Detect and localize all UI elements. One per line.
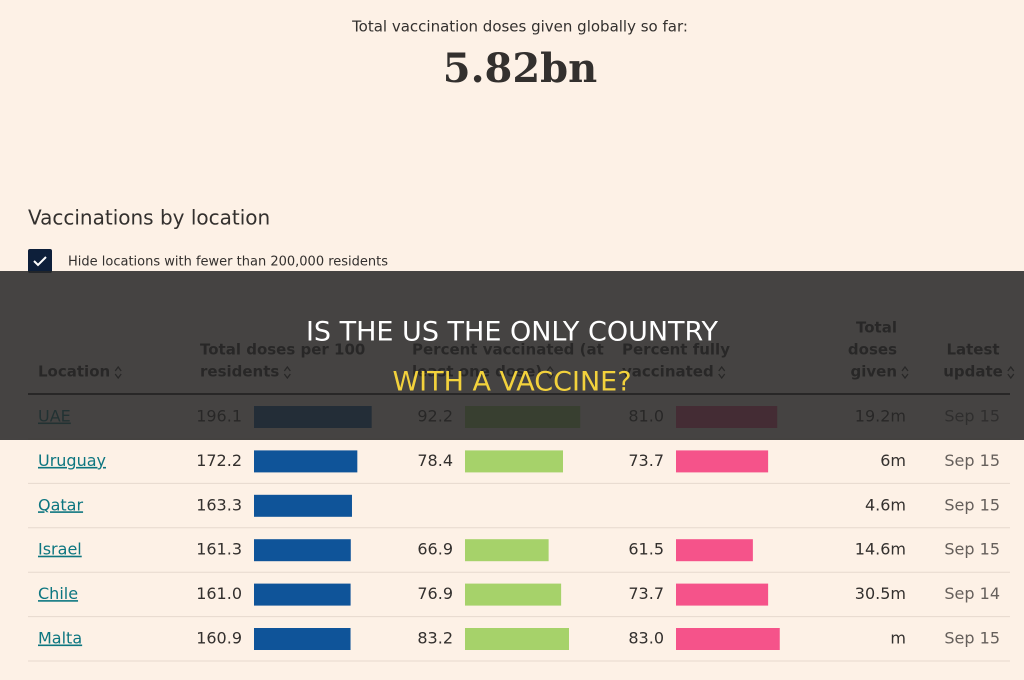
location-link[interactable]: Malta (38, 629, 82, 648)
bar (465, 583, 562, 606)
cell-value: 161.0 (196, 584, 242, 603)
bar (676, 539, 753, 562)
bar (465, 628, 569, 650)
banner-line: WITH A VACCINE? (392, 367, 631, 398)
cell-value: 83.2 (417, 629, 453, 648)
global-label: Total vaccination doses given globally s… (351, 18, 688, 36)
location-link[interactable]: Uruguay (38, 451, 106, 470)
bar (254, 494, 352, 517)
checkbox[interactable] (28, 249, 52, 273)
bar (676, 583, 769, 606)
checkbox-label[interactable]: Hide locations with fewer than 200,000 r… (68, 255, 388, 270)
bar (254, 450, 358, 473)
cell-value: 161.3 (196, 540, 242, 559)
total-doses: 30.5m (855, 584, 906, 603)
cell-value: 83.0 (628, 629, 664, 648)
banner-line: IS THE US THE ONLY COUNTRY (306, 317, 719, 348)
location-link[interactable]: Qatar (38, 495, 83, 514)
bar (254, 628, 351, 650)
cell-value: 172.2 (196, 451, 242, 470)
checkmark (33, 256, 47, 267)
latest-update: Sep 14 (944, 584, 1000, 603)
total-doses: 6m (880, 451, 906, 470)
cell-value: 163.3 (196, 495, 242, 514)
bar (254, 583, 351, 606)
bar (676, 450, 769, 473)
bar (465, 539, 549, 562)
total-doses: 4.6m (865, 495, 906, 514)
bar (676, 628, 780, 650)
cell-value: 78.4 (417, 451, 453, 470)
cell-value: 61.5 (628, 540, 664, 559)
total-doses: m (890, 629, 906, 648)
total-doses: 14.6m (855, 540, 906, 559)
latest-update: Sep 15 (944, 540, 1000, 559)
latest-update: Sep 15 (944, 451, 1000, 470)
cell-value: 73.7 (628, 451, 664, 470)
section-title: Vaccinations by location (28, 206, 270, 230)
location-link[interactable]: Israel (38, 540, 82, 559)
bar (254, 539, 351, 562)
cell-value: 76.9 (417, 584, 453, 603)
global-value: 5.82bn (443, 45, 597, 92)
cell-value: 73.7 (628, 584, 664, 603)
cell-value: 66.9 (417, 540, 453, 559)
cell-value: 160.9 (196, 629, 242, 648)
banner (0, 271, 1024, 440)
bar (465, 450, 563, 473)
latest-update: Sep 15 (944, 495, 1000, 514)
latest-update: Sep 15 (944, 629, 1000, 648)
location-link[interactable]: Chile (38, 584, 78, 603)
